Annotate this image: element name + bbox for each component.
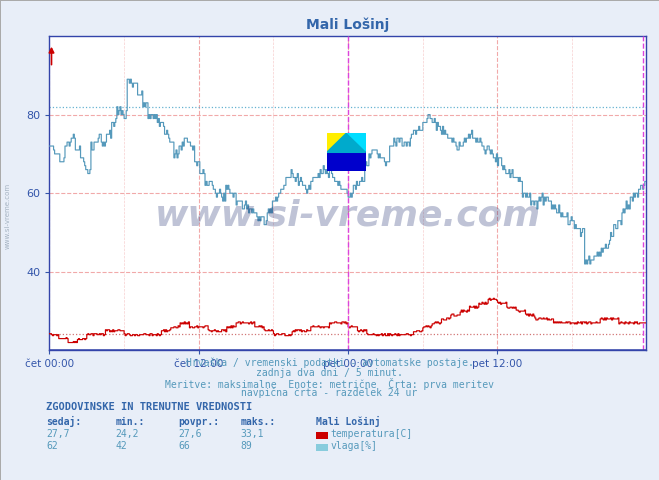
Text: www.si-vreme.com: www.si-vreme.com [155, 198, 540, 232]
Text: navpična črta - razdelek 24 ur: navpična črta - razdelek 24 ur [241, 388, 418, 398]
Text: 42: 42 [115, 441, 127, 451]
Text: 24,2: 24,2 [115, 429, 139, 439]
Text: vlaga[%]: vlaga[%] [331, 441, 378, 451]
Text: 62: 62 [46, 441, 58, 451]
Text: 89: 89 [241, 441, 252, 451]
Text: www.si-vreme.com: www.si-vreme.com [5, 183, 11, 249]
Polygon shape [327, 133, 366, 152]
Text: Hrvaška / vremenski podatki - avtomatske postaje.: Hrvaška / vremenski podatki - avtomatske… [186, 358, 473, 368]
Text: povpr.:: povpr.: [178, 417, 219, 427]
Text: min.:: min.: [115, 417, 145, 427]
Polygon shape [327, 152, 366, 171]
Polygon shape [346, 133, 366, 152]
Text: maks.:: maks.: [241, 417, 275, 427]
Polygon shape [327, 133, 346, 152]
Title: Mali Lošinj: Mali Lošinj [306, 18, 389, 32]
Text: temperatura[C]: temperatura[C] [331, 429, 413, 439]
Text: Meritve: maksimalne  Enote: metrične  Črta: prva meritev: Meritve: maksimalne Enote: metrične Črta… [165, 378, 494, 390]
Text: ZGODOVINSKE IN TRENUTNE VREDNOSTI: ZGODOVINSKE IN TRENUTNE VREDNOSTI [46, 402, 252, 412]
Text: zadnja dva dni / 5 minut.: zadnja dva dni / 5 minut. [256, 368, 403, 378]
Text: 27,7: 27,7 [46, 429, 70, 439]
Polygon shape [327, 152, 366, 171]
Text: Mali Lošinj: Mali Lošinj [316, 416, 381, 427]
Polygon shape [327, 152, 346, 171]
Text: sedaj:: sedaj: [46, 416, 81, 427]
Text: 66: 66 [178, 441, 190, 451]
Text: 33,1: 33,1 [241, 429, 264, 439]
Text: 27,6: 27,6 [178, 429, 202, 439]
